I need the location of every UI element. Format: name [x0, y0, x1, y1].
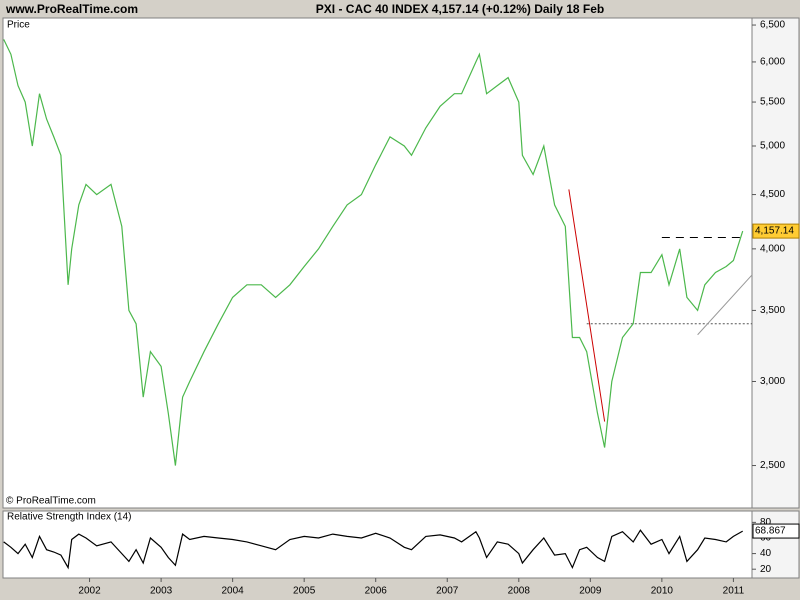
x-tick-label: 2007	[436, 586, 459, 597]
y-tick-label: 20	[760, 564, 772, 575]
y-tick-label: 3,000	[760, 376, 785, 387]
x-tick-label: 2008	[508, 586, 531, 597]
x-tick-label: 2003	[150, 586, 173, 597]
copyright: © ProRealTime.com	[6, 496, 96, 507]
y-tick-label: 4,000	[760, 244, 785, 255]
site-name: www.ProRealTime.com	[5, 2, 138, 16]
y-tick-label: 6,000	[760, 57, 785, 68]
trend-line	[697, 274, 753, 336]
price-axis	[751, 17, 800, 509]
y-tick-label: 6,500	[760, 20, 785, 31]
x-tick-label: 2011	[723, 586, 745, 597]
rsi-axis	[751, 510, 800, 579]
last-value-box	[752, 223, 800, 239]
x-tick-label: 2004	[222, 586, 245, 597]
trend-line	[568, 189, 606, 422]
chart-header: PXI - CAC 40 INDEX 4,157.14 (+0.12%) Dai…	[316, 2, 604, 16]
panel-title: Relative Strength Index (14)	[7, 512, 132, 523]
y-tick-label: 2,500	[760, 460, 785, 471]
x-tick-label: 2005	[293, 586, 316, 597]
series-line	[3, 39, 744, 466]
y-tick-label: 3,500	[760, 305, 785, 316]
y-tick-label: 40	[760, 548, 772, 559]
panel-title: Price	[7, 20, 30, 31]
y-tick-label: 5,000	[760, 141, 785, 152]
x-tick-label: 2010	[651, 586, 674, 597]
last-value-label: 4,157.14	[755, 226, 794, 237]
last-value-box	[752, 523, 800, 539]
x-tick-label: 2009	[579, 586, 602, 597]
x-tick-label: 2002	[78, 586, 101, 597]
y-tick-label: 80	[760, 517, 772, 528]
rsi-panel	[2, 510, 753, 579]
x-tick-label: 2006	[365, 586, 388, 597]
series-line	[3, 529, 743, 570]
last-value-label: 68.867	[755, 526, 786, 537]
price-panel	[2, 17, 753, 509]
y-tick-label: 4,500	[760, 189, 785, 200]
y-tick-label: 5,500	[760, 97, 785, 108]
